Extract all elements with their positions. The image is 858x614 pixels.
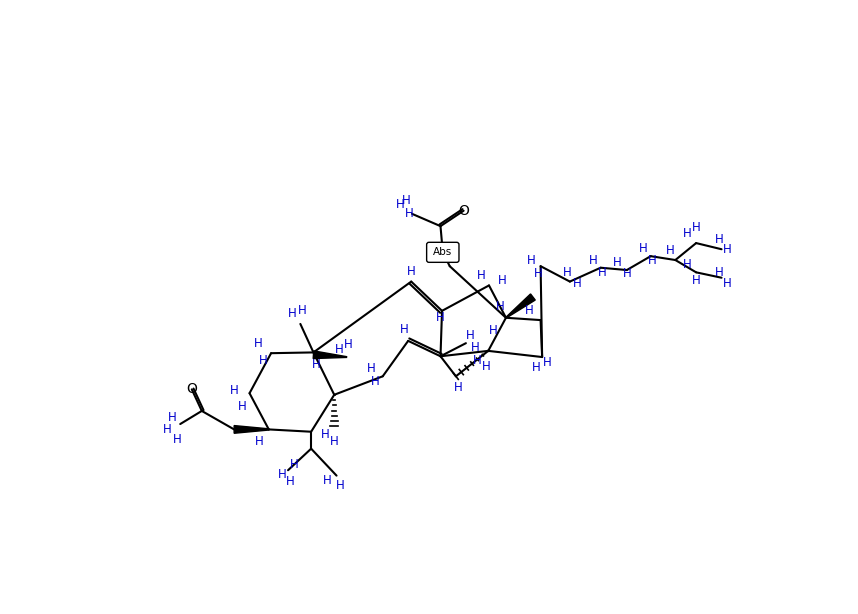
Polygon shape — [234, 426, 269, 433]
Text: H: H — [163, 423, 172, 436]
Text: H: H — [527, 254, 535, 266]
Text: H: H — [336, 479, 345, 492]
Text: H: H — [172, 433, 182, 446]
Text: H: H — [563, 266, 572, 279]
Text: H: H — [613, 256, 622, 269]
Text: H: H — [344, 338, 353, 351]
Text: H: H — [477, 269, 486, 282]
Text: H: H — [371, 375, 379, 388]
Text: H: H — [532, 361, 541, 375]
Text: H: H — [396, 198, 405, 211]
Text: H: H — [682, 258, 692, 271]
Text: H: H — [723, 243, 732, 256]
Text: H: H — [715, 233, 723, 246]
Text: H: H — [400, 323, 408, 336]
Text: H: H — [473, 354, 482, 367]
Text: H: H — [498, 274, 506, 287]
Text: H: H — [255, 435, 264, 448]
Text: H: H — [692, 274, 700, 287]
Text: H: H — [335, 343, 343, 356]
Text: H: H — [278, 468, 287, 481]
Polygon shape — [313, 351, 347, 359]
Text: H: H — [290, 457, 299, 470]
Text: H: H — [323, 474, 332, 487]
Text: H: H — [239, 400, 247, 413]
Text: H: H — [638, 242, 648, 255]
Text: H: H — [648, 254, 656, 267]
Text: H: H — [321, 427, 329, 440]
Text: H: H — [311, 358, 320, 371]
Text: O: O — [186, 383, 197, 397]
Text: H: H — [230, 384, 239, 397]
Text: O: O — [458, 204, 469, 218]
Text: H: H — [666, 244, 674, 257]
Text: H: H — [471, 341, 480, 354]
Text: H: H — [329, 435, 339, 448]
Text: H: H — [454, 381, 462, 394]
Text: H: H — [572, 277, 581, 290]
Text: H: H — [715, 266, 723, 279]
Text: H: H — [405, 208, 414, 220]
Polygon shape — [505, 294, 535, 318]
FancyBboxPatch shape — [426, 243, 459, 262]
Text: H: H — [254, 336, 263, 350]
Text: H: H — [367, 362, 376, 375]
Text: H: H — [589, 254, 597, 266]
Text: Abs: Abs — [433, 247, 452, 257]
Text: H: H — [402, 194, 410, 208]
Text: H: H — [436, 311, 444, 324]
Text: H: H — [482, 360, 491, 373]
Text: H: H — [622, 267, 631, 281]
Text: H: H — [298, 305, 306, 317]
Text: H: H — [682, 227, 692, 240]
Text: H: H — [407, 265, 415, 278]
Text: H: H — [465, 329, 474, 342]
Text: H: H — [692, 221, 700, 234]
Text: H: H — [542, 356, 551, 369]
Text: H: H — [488, 324, 498, 336]
Text: H: H — [286, 475, 294, 488]
Text: H: H — [598, 266, 607, 279]
Text: H: H — [168, 411, 177, 424]
Text: H: H — [287, 308, 296, 321]
Text: H: H — [259, 354, 268, 367]
Text: H: H — [722, 277, 731, 290]
Text: H: H — [496, 300, 505, 313]
Text: H: H — [525, 305, 534, 317]
Text: H: H — [534, 267, 542, 281]
